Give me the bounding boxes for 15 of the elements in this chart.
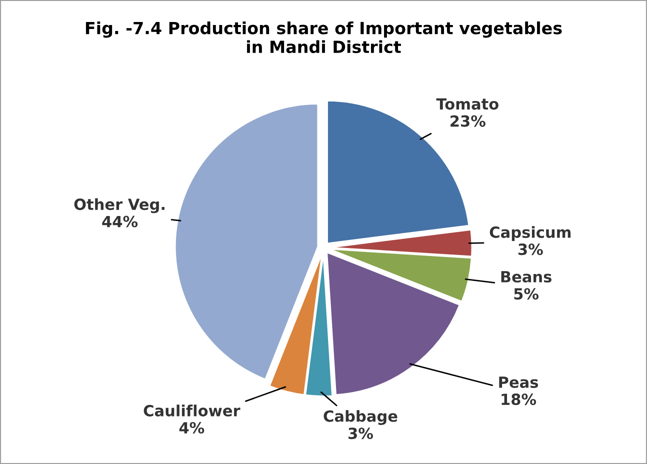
data-label: 3% (348, 428, 373, 440)
slice-label: Other Veg. (74, 198, 164, 214)
data-label: 44% (102, 216, 138, 228)
data-label: 23% (450, 115, 486, 127)
slice-label: Tomato (436, 98, 498, 110)
chart-title: Fig. -7.4 Production share of Important vegetables in Mandi District (86, 21, 562, 54)
slice-label: Capsicum (490, 226, 571, 241)
data-label: 18% (502, 394, 536, 406)
slice-label: Cauliflower (144, 404, 240, 416)
data-label: 5% (514, 288, 539, 300)
slice-label: Peas (499, 376, 538, 388)
data-label: 3% (518, 244, 543, 256)
data-label: 4% (179, 422, 204, 434)
slice-label: Cabbage (324, 410, 398, 425)
slice-label: Beans (501, 271, 552, 283)
